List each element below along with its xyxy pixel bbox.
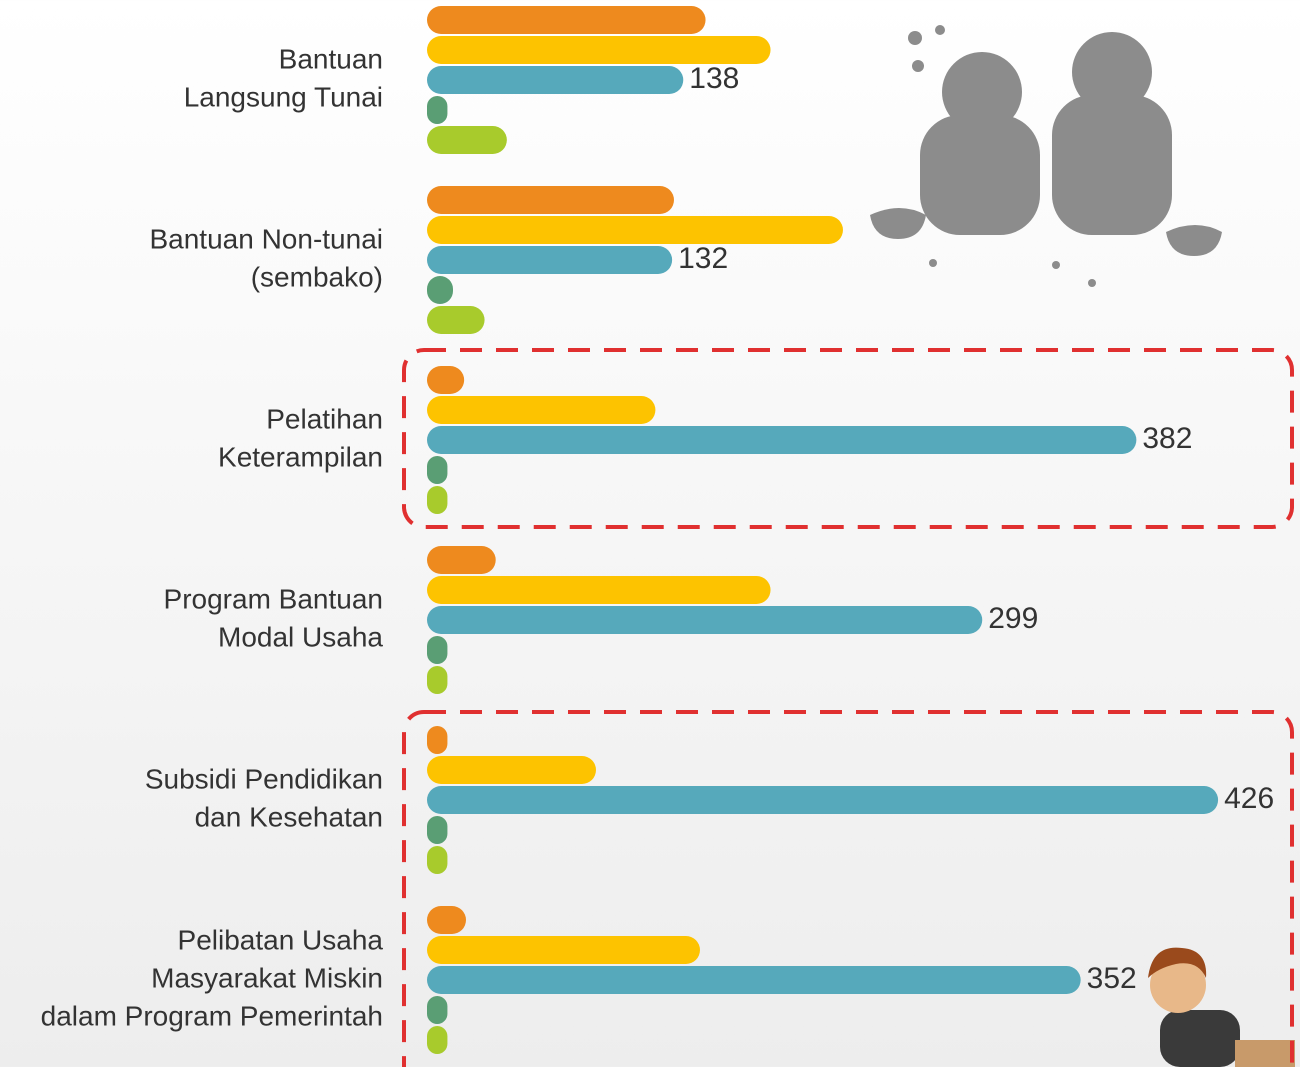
category-label: Subsidi Pendidikan: [145, 763, 383, 794]
category-label: Pelibatan Usaha: [178, 924, 384, 955]
bar: [427, 966, 1081, 994]
value-label: 299: [988, 602, 1038, 635]
bar: [427, 726, 448, 754]
bar: [427, 306, 485, 334]
bar: [427, 186, 674, 214]
bar: [427, 216, 843, 244]
bar: [427, 276, 453, 304]
category-label: Bantuan: [279, 43, 383, 74]
bar: [427, 396, 656, 424]
category-label: Pelatihan: [266, 403, 383, 434]
bar: [427, 936, 700, 964]
bar: [427, 456, 448, 484]
category-label: (sembako): [251, 261, 383, 292]
highlight-box: [402, 710, 1294, 1067]
category-label: dan Kesehatan: [195, 801, 383, 832]
value-label: 132: [678, 242, 728, 275]
bar: [427, 666, 448, 694]
bar: [427, 546, 496, 574]
person: [1148, 947, 1295, 1067]
category-label: dalam Program Pemerintah: [41, 1000, 383, 1031]
bar: [427, 906, 466, 934]
category-label: Program Bantuan: [164, 583, 383, 614]
category-label: Masyarakat Miskin: [151, 962, 383, 993]
category-label: Bantuan Non-tunai: [149, 223, 383, 254]
bar: [427, 36, 771, 64]
bar: [427, 126, 507, 154]
value-label: 352: [1087, 962, 1137, 995]
category-label: Keterampilan: [218, 441, 383, 472]
bar: [427, 606, 983, 634]
highlight-box: [402, 348, 1294, 529]
illustration: [870, 25, 1222, 287]
value-label: 426: [1224, 782, 1274, 815]
bar: [427, 486, 448, 514]
value-label: 138: [689, 62, 739, 95]
bar: [427, 786, 1219, 814]
bar: [427, 1026, 448, 1054]
bar: [427, 96, 448, 124]
bar: [427, 816, 448, 844]
bar: [427, 366, 465, 394]
category-label: Langsung Tunai: [184, 81, 383, 112]
bar: [427, 996, 448, 1024]
bar: [427, 6, 706, 34]
bar: [427, 756, 596, 784]
bar: [427, 66, 684, 94]
category-label: Modal Usaha: [218, 621, 383, 652]
bar: [427, 846, 448, 874]
bar: [427, 576, 771, 604]
value-label: 382: [1142, 422, 1192, 455]
bar: [427, 426, 1137, 454]
bar: [427, 636, 448, 664]
bar: [427, 246, 673, 274]
